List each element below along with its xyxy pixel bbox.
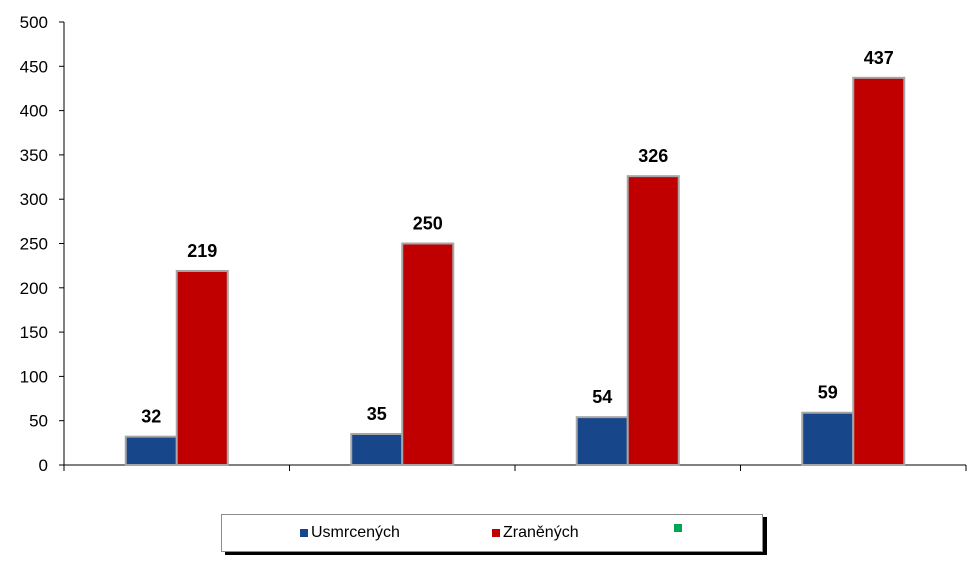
bar <box>801 411 855 467</box>
y-tick-label: 400 <box>20 102 48 121</box>
bar-chart: 0 50 100 150 200 250 300 350 400 450 500 32 35 54 59 21… <box>20 13 967 475</box>
y-tick-label: 450 <box>20 57 48 76</box>
legend: Usmrcených Zraněných <box>221 514 763 552</box>
y-tick-label: 200 <box>20 279 48 298</box>
data-label: 59 <box>818 383 838 403</box>
legend-swatch-usmrcenych <box>300 529 308 537</box>
legend-item-zranenych: Zraněných <box>492 524 579 542</box>
legend-label-zranenych: Zraněných <box>503 524 579 541</box>
legend-label-usmrcenych: Usmrcených <box>311 524 400 541</box>
bar <box>575 416 629 467</box>
y-tick-label: 500 <box>20 13 48 32</box>
legend-item-usmrcenych: Usmrcených <box>300 524 400 542</box>
data-label: 32 <box>141 407 161 427</box>
bar <box>401 242 455 466</box>
legend-item-third-series <box>674 524 685 532</box>
bar <box>124 435 178 467</box>
y-tick-label: 250 <box>20 235 48 254</box>
bar <box>626 175 680 466</box>
y-tick-label: 350 <box>20 146 48 165</box>
legend-swatch-zranenych <box>492 529 500 537</box>
data-label: 250 <box>413 214 443 234</box>
legend-swatch-third-series <box>674 524 682 532</box>
y-tick-label: 150 <box>20 323 48 342</box>
data-label: 219 <box>187 241 217 261</box>
data-label: 326 <box>638 146 668 166</box>
data-label: 54 <box>592 387 612 407</box>
data-label: 437 <box>864 48 894 68</box>
bar <box>852 76 906 467</box>
bar <box>350 432 404 466</box>
bar <box>175 269 229 466</box>
data-label: 35 <box>367 404 387 424</box>
y-tick-label: 50 <box>29 412 48 431</box>
y-tick-label: 0 <box>39 456 48 475</box>
y-tick-label: 300 <box>20 190 48 209</box>
y-tick-label: 100 <box>20 367 48 386</box>
